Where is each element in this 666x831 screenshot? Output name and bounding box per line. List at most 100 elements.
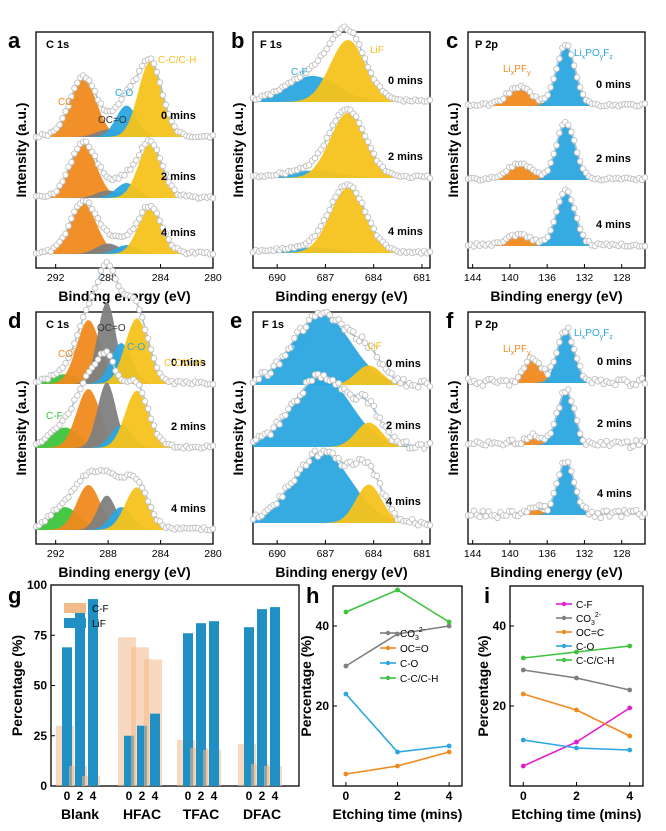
- data-point: [71, 85, 78, 92]
- data-point: [115, 283, 122, 290]
- data-point: [150, 422, 158, 429]
- data-point: [573, 74, 581, 81]
- data-point: [112, 367, 119, 375]
- data-point: [565, 121, 572, 129]
- peak-component: [36, 318, 213, 384]
- y-axis-label: Percentage (%): [9, 635, 25, 736]
- data-point: [171, 123, 178, 130]
- data-point: [367, 462, 375, 470]
- data-point: [127, 166, 134, 173]
- data-point: [361, 208, 369, 215]
- peak-component: [253, 187, 430, 253]
- series-point: [395, 631, 400, 637]
- data-point: [576, 225, 584, 233]
- data-point: [553, 480, 560, 487]
- data-point: [568, 467, 575, 475]
- etch-time-label: 4 mins: [388, 226, 423, 238]
- data-point: [133, 157, 140, 164]
- data-point: [136, 381, 143, 389]
- data-point: [74, 331, 81, 339]
- data-point: [276, 421, 283, 428]
- data-point: [500, 95, 507, 103]
- data-point: [273, 500, 280, 508]
- axis-frame: [332, 585, 463, 787]
- series-point: [343, 691, 349, 697]
- data-point: [294, 397, 301, 405]
- legend-label: OC=C: [576, 628, 604, 639]
- x-subtick-label: 2: [259, 789, 266, 803]
- data-point: [352, 189, 360, 197]
- panel-f: 144 140 136 132 128 f P 2p Intensity (a.u.) Bind…: [445, 308, 649, 580]
- data-point: [165, 110, 173, 118]
- component-label: C-F: [291, 67, 308, 78]
- panel-letter: b: [231, 28, 244, 53]
- data-point: [597, 514, 605, 522]
- data-point: [53, 188, 60, 195]
- data-point: [68, 215, 75, 222]
- panel-letter: e: [230, 308, 242, 333]
- data-point: [255, 376, 263, 383]
- data-point: [85, 199, 93, 206]
- x-subtick-label: 4: [90, 789, 97, 803]
- data-point: [249, 516, 257, 523]
- data-point: [562, 328, 569, 336]
- component-label: C-F: [291, 341, 308, 352]
- data-point: [130, 225, 137, 233]
- data-point: [479, 382, 487, 389]
- legend-swatch-cf: [64, 603, 86, 613]
- spectrum-2: 4 mins: [249, 447, 434, 529]
- etch-time-label: 4 mins: [597, 488, 632, 500]
- data-point: [147, 415, 155, 423]
- bar-lif: [75, 609, 85, 786]
- data-point: [65, 410, 72, 417]
- data-point: [311, 232, 319, 240]
- data-point: [517, 440, 525, 448]
- data-point: [573, 488, 581, 496]
- etch-time-label: 4 mins: [161, 227, 196, 239]
- group-label: HFAC: [123, 806, 161, 822]
- peak-component: [36, 203, 213, 254]
- peak-component: [36, 144, 213, 198]
- data-point: [88, 205, 96, 213]
- data-point: [385, 428, 392, 436]
- data-point: [209, 194, 217, 202]
- data-point: [329, 449, 336, 457]
- data-point: [291, 477, 298, 484]
- data-point: [106, 352, 114, 359]
- data-point: [133, 297, 140, 305]
- data-point: [556, 55, 563, 62]
- peak-component: [253, 453, 430, 523]
- legend-label: OC=O: [400, 644, 429, 655]
- series-point: [574, 675, 579, 681]
- x-tick-label: 681: [413, 548, 431, 560]
- data-point: [47, 512, 55, 519]
- y-tick-label: 40: [493, 619, 507, 633]
- series-point: [446, 623, 452, 629]
- data-point: [358, 49, 366, 56]
- spectrum-1: 2 mins: [32, 348, 217, 452]
- peak-component: [468, 192, 645, 246]
- data-point: [159, 162, 167, 170]
- data-point: [629, 442, 637, 450]
- legend-marker: [385, 660, 391, 666]
- data-point: [62, 230, 69, 238]
- data-point: [112, 275, 119, 283]
- data-point: [544, 167, 551, 174]
- data-point: [59, 364, 66, 371]
- data-point: [71, 396, 78, 404]
- data-point: [156, 217, 164, 224]
- peak-component: [253, 422, 430, 447]
- data-point: [65, 102, 72, 110]
- data-point: [294, 470, 301, 478]
- peak-component: [36, 390, 213, 448]
- data-point: [373, 472, 381, 480]
- data-point: [209, 132, 217, 139]
- data-point: [150, 60, 158, 67]
- etch-time-label: 0 mins: [171, 357, 206, 369]
- y-tick-label: 20: [493, 699, 507, 713]
- data-point: [556, 129, 563, 137]
- panel-title: F 1s: [260, 39, 282, 51]
- component-label: CO3-: [58, 96, 80, 108]
- data-point: [550, 75, 557, 83]
- data-point: [270, 362, 277, 370]
